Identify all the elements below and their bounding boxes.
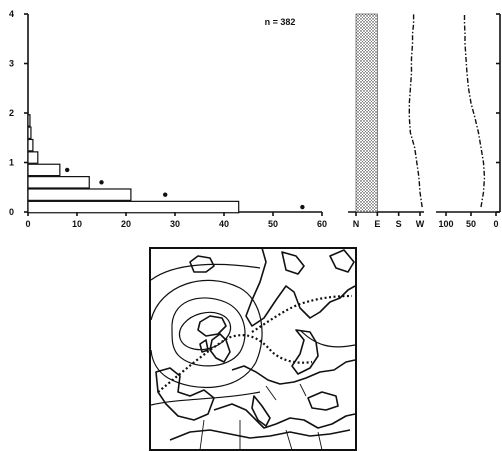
- histogram-bar: [27, 114, 31, 127]
- histogram-bar: [27, 200, 240, 214]
- front-line: [157, 334, 313, 393]
- hist-y-tick-label: 0: [9, 207, 14, 217]
- histogram-bar: [27, 151, 39, 164]
- hist-y-tick-label: 2: [9, 108, 14, 118]
- histogram-bar: [27, 176, 90, 189]
- histogram-bar: [27, 126, 32, 140]
- direction-x-tick-label: E: [374, 219, 380, 229]
- direction-x-tick-label: S: [396, 219, 402, 229]
- hist-x-tick-label: 10: [72, 219, 82, 229]
- coast-iceland-like: [197, 315, 227, 337]
- coast-continent: [231, 359, 356, 385]
- coast-mediterranean: [213, 403, 356, 429]
- histogram-point: [99, 180, 104, 185]
- percent-profile-line: [463, 14, 486, 208]
- north-east-shaded-band: [355, 13, 378, 213]
- coast-island-north: [189, 255, 215, 273]
- country-borders: [199, 383, 323, 451]
- isobar-lower: [150, 391, 261, 406]
- coast-italy: [251, 395, 271, 427]
- histogram-bar: [27, 138, 34, 152]
- histogram-panel: 0 10 20 30 40 50 60 0 1 2 3 4 n = 382: [9, 9, 327, 229]
- histogram-bar: [27, 163, 61, 177]
- coastlines: [155, 247, 356, 441]
- coast-scandinavia: [245, 247, 356, 327]
- hist-x-tick-label: 60: [317, 219, 327, 229]
- direction-profile-line: [408, 14, 423, 208]
- isobar-right: [299, 329, 356, 348]
- hist-y-tick-label: 3: [9, 59, 14, 69]
- hist-x-tick-label: 0: [25, 219, 30, 229]
- coast-novaya: [329, 249, 355, 273]
- hist-x-tick-label: 20: [121, 219, 131, 229]
- coast-spitsbergen: [281, 251, 305, 275]
- isobar-middle: [171, 297, 246, 367]
- sample-size-annotation: n = 382: [265, 17, 296, 27]
- histogram-point: [163, 192, 168, 197]
- coast-baltic: [291, 329, 319, 375]
- hist-x-tick-label: 30: [170, 219, 180, 229]
- coast-africa: [169, 429, 351, 441]
- synoptic-map: [149, 247, 357, 451]
- percent-x-tick-label: 100: [438, 219, 453, 229]
- percent-panel: 100 50 0: [436, 13, 501, 229]
- front-line-north: [251, 294, 353, 333]
- hist-x-tick-label: 50: [268, 219, 278, 229]
- hist-y-tick-label: 4: [9, 9, 14, 19]
- coast-british-isles: [199, 333, 231, 363]
- coast-black-sea: [307, 391, 339, 411]
- isobar-outer: [150, 279, 263, 388]
- direction-x-tick-label: N: [353, 219, 360, 229]
- percent-x-tick-label: 50: [466, 219, 476, 229]
- direction-x-tick-label: W: [416, 219, 425, 229]
- histogram-point: [65, 167, 70, 173]
- hist-x-tick-label: 40: [219, 219, 229, 229]
- histogram-point: [300, 204, 305, 210]
- percent-x-tick-label: 0: [493, 219, 498, 229]
- histogram-bar: [27, 188, 132, 201]
- map-frame: [149, 247, 357, 451]
- hist-y-tick-label: 1: [9, 158, 14, 168]
- coast-iberia: [155, 367, 215, 421]
- isobar-top: [150, 263, 261, 281]
